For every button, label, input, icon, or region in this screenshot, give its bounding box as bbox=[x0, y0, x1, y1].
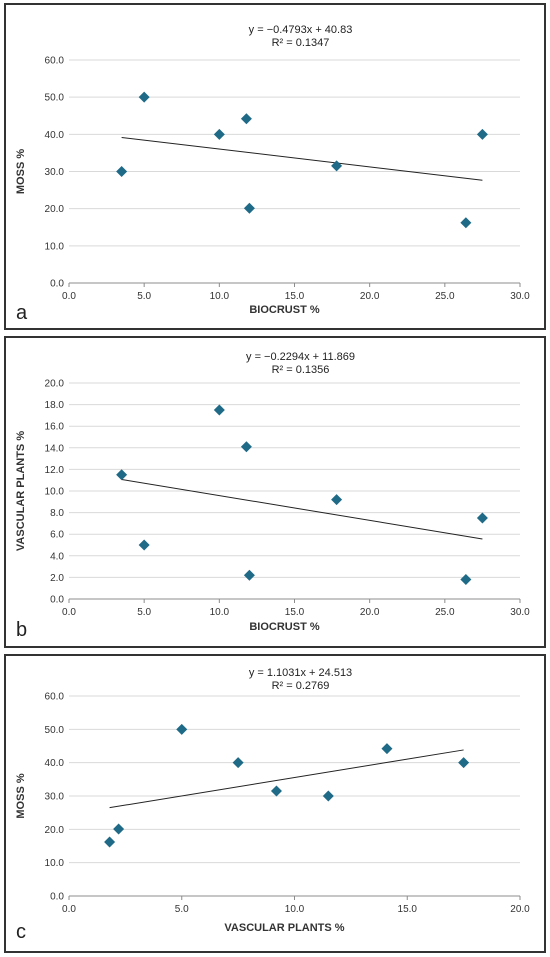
data-point bbox=[476, 128, 488, 140]
y-tick-label: 50.0 bbox=[45, 93, 65, 104]
x-tick-label: 30.0 bbox=[510, 291, 530, 302]
chart-panel-c: 0.0 10.0 20.0 30.0 40.0 50.0 60.0 0.0 5.0 10.0 15.… bbox=[4, 654, 546, 953]
r-squared: R² = 0.1347 bbox=[272, 37, 330, 49]
x-tick-label: 20.0 bbox=[510, 904, 530, 915]
data-point bbox=[240, 113, 252, 125]
y-tick-label: 10.0 bbox=[45, 487, 65, 498]
y-tick-label: 6.0 bbox=[50, 530, 64, 541]
x-tick-label: 25.0 bbox=[435, 291, 455, 302]
trendline bbox=[109, 749, 464, 809]
y-tick-label: 4.0 bbox=[50, 551, 64, 562]
x-tick-label: 15.0 bbox=[398, 904, 418, 915]
data-point bbox=[113, 823, 125, 835]
data-point bbox=[460, 574, 472, 586]
y-tick-label: 20.0 bbox=[45, 379, 65, 390]
x-axis-label: BIOCRUST % bbox=[249, 304, 320, 316]
x-tick-label: 20.0 bbox=[360, 291, 380, 302]
y-tick-label: 14.0 bbox=[45, 443, 65, 454]
y-tick-label: 0.0 bbox=[50, 892, 64, 903]
panel-label: c bbox=[16, 921, 26, 943]
y-tick-label: 2.0 bbox=[50, 573, 64, 584]
data-point bbox=[213, 404, 225, 416]
x-tick-label: 0.0 bbox=[62, 904, 76, 915]
y-axis-label: VASCULAR PLANTS % bbox=[15, 431, 27, 551]
y-tick-label: 30.0 bbox=[45, 167, 65, 178]
x-tick-label: 10.0 bbox=[285, 904, 305, 915]
x-axis-label: BIOCRUST % bbox=[249, 621, 320, 633]
x-tick-label: 15.0 bbox=[285, 607, 305, 618]
data-point bbox=[138, 539, 150, 551]
trendline bbox=[121, 478, 483, 540]
x-tick-label: 10.0 bbox=[210, 291, 230, 302]
data-point bbox=[138, 91, 150, 103]
x-tick-label: 20.0 bbox=[360, 607, 380, 618]
y-tick-label: 10.0 bbox=[45, 241, 65, 252]
data-point bbox=[458, 757, 470, 769]
x-tick-label: 5.0 bbox=[137, 291, 151, 302]
y-tick-label: 40.0 bbox=[45, 758, 65, 769]
x-tick-label: 5.0 bbox=[137, 607, 151, 618]
x-tick-label: 0.0 bbox=[62, 291, 76, 302]
y-tick-label: 12.0 bbox=[45, 465, 65, 476]
data-point bbox=[176, 723, 188, 735]
y-tick-label: 0.0 bbox=[50, 279, 64, 290]
trendline bbox=[121, 136, 483, 181]
x-tick-label: 30.0 bbox=[510, 607, 530, 618]
y-tick-label: 18.0 bbox=[45, 400, 65, 411]
y-tick-label: 60.0 bbox=[45, 56, 65, 67]
data-point bbox=[116, 166, 128, 177]
data-point bbox=[460, 217, 472, 229]
y-axis-label: MOSS % bbox=[15, 149, 27, 194]
data-point bbox=[243, 202, 255, 214]
data-point bbox=[381, 743, 393, 755]
data-point bbox=[213, 128, 225, 140]
chart-panel-a: 0.0 10.0 20.0 30.0 40.0 50.0 60.0 0.0 5.0 10.0 15.… bbox=[4, 3, 546, 330]
data-point bbox=[331, 494, 343, 506]
y-tick-label: 50.0 bbox=[45, 725, 65, 736]
y-tick-label: 16.0 bbox=[45, 422, 65, 433]
y-tick-label: 40.0 bbox=[45, 130, 65, 141]
data-point bbox=[270, 785, 282, 797]
x-tick-label: 5.0 bbox=[175, 904, 189, 915]
y-tick-label: 30.0 bbox=[45, 792, 65, 803]
data-point bbox=[476, 512, 488, 524]
panel-label: b bbox=[16, 619, 27, 641]
data-point bbox=[322, 790, 334, 802]
y-tick-label: 10.0 bbox=[45, 858, 65, 869]
r-squared: R² = 0.1356 bbox=[272, 364, 330, 376]
y-tick-label: 20.0 bbox=[45, 204, 65, 215]
y-tick-label: 20.0 bbox=[45, 825, 65, 836]
y-axis-label: MOSS % bbox=[15, 773, 27, 818]
scatter-chart-b: 0.0 2.0 4.0 6.0 8.0 10.0 12.0 14.0 16.0 18.0 20.0 0… bbox=[15, 351, 530, 641]
x-tick-label: 15.0 bbox=[285, 291, 305, 302]
data-point bbox=[104, 836, 116, 848]
r-squared: R² = 0.2769 bbox=[272, 680, 330, 692]
chart-panel-b: 0.0 2.0 4.0 6.0 8.0 10.0 12.0 14.0 16.0 18.0 20.0 0… bbox=[4, 336, 546, 648]
data-point bbox=[116, 469, 128, 481]
x-tick-label: 10.0 bbox=[210, 607, 230, 618]
y-tick-label: 0.0 bbox=[50, 595, 64, 606]
data-point bbox=[331, 160, 343, 172]
trend-equation: y = 1.1031x + 24.513 bbox=[249, 667, 352, 679]
x-tick-label: 25.0 bbox=[435, 607, 455, 618]
trend-equation: y = −0.2294x + 11.869 bbox=[246, 351, 355, 363]
scatter-chart-c: 0.0 10.0 20.0 30.0 40.0 50.0 60.0 0.0 5.0 10.0 15.… bbox=[15, 667, 530, 943]
x-axis-label: VASCULAR PLANTS % bbox=[224, 922, 344, 934]
y-tick-label: 60.0 bbox=[45, 692, 65, 703]
panel-label: a bbox=[16, 302, 28, 324]
data-point bbox=[232, 757, 244, 769]
x-tick-label: 0.0 bbox=[62, 607, 76, 618]
data-point bbox=[240, 441, 252, 453]
scatter-chart-a: 0.0 10.0 20.0 30.0 40.0 50.0 60.0 0.0 5.0 10.0 15.… bbox=[15, 24, 530, 324]
y-tick-label: 8.0 bbox=[50, 508, 64, 519]
data-point bbox=[243, 569, 255, 581]
trend-equation: y = −0.4793x + 40.83 bbox=[249, 24, 353, 36]
